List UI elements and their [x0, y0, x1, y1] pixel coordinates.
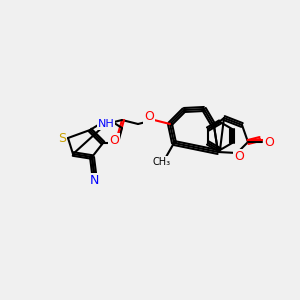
Text: NH: NH: [98, 119, 114, 129]
Text: O: O: [109, 134, 119, 148]
Text: O: O: [264, 136, 274, 148]
Text: S: S: [58, 131, 66, 145]
Text: O: O: [234, 151, 244, 164]
Text: CH₃: CH₃: [153, 157, 171, 167]
Text: N: N: [89, 175, 99, 188]
Text: O: O: [144, 110, 154, 122]
